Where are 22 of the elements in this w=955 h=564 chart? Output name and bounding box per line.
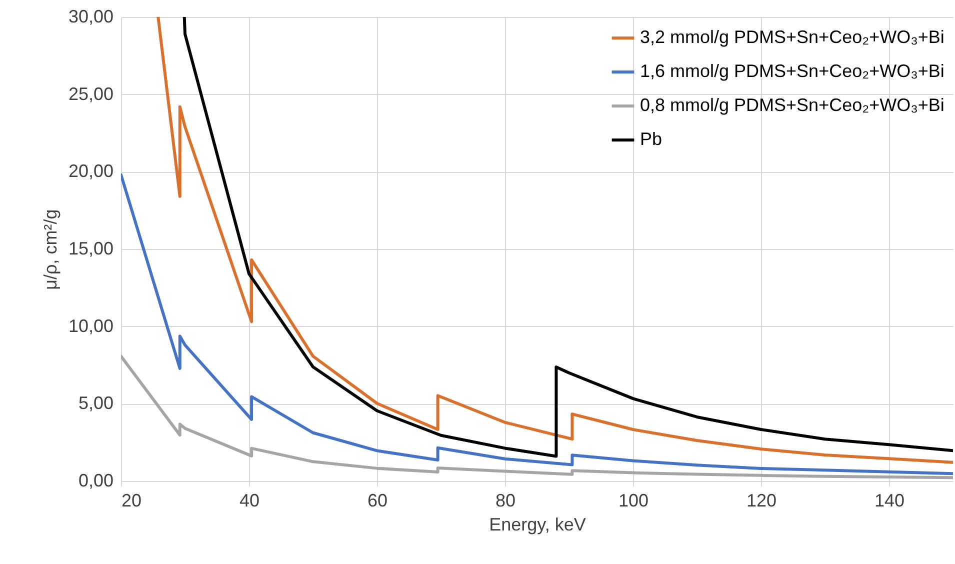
x-tick-label: 140 — [874, 490, 905, 510]
legend-label: 0,8 mmol/g PDMS+Sn+Ceo₂+WO₃+Bi — [640, 95, 944, 115]
legend-label: Pb — [640, 129, 662, 149]
y-tick-label: 10,00 — [68, 316, 114, 336]
x-tick-label: 100 — [618, 490, 649, 510]
line-series — [121, 173, 953, 476]
x-axis-title: Energy, keV — [489, 514, 586, 534]
y-tick-label: 0,00 — [78, 470, 114, 490]
y-tick-label: 15,00 — [68, 238, 114, 258]
x-tick-label: 20 — [122, 490, 142, 510]
x-tick-label: 120 — [746, 490, 777, 510]
line-series — [121, 354, 953, 480]
y-tick-label: 20,00 — [68, 161, 114, 182]
x-tick-label: 80 — [495, 490, 516, 510]
y-axis-title: μ/ρ, cm²/g — [40, 209, 60, 290]
y-tick-label: 30,00 — [68, 6, 114, 26]
y-tick-label: 5,00 — [78, 393, 114, 414]
y-tick-label: 25,00 — [68, 84, 114, 104]
legend-label: 3,2 mmol/g PDMS+Sn+Ceo₂+WO₃+Bi — [640, 27, 944, 47]
x-tick-label: 40 — [239, 490, 260, 510]
x-tick-label: 60 — [367, 490, 388, 510]
legend-label: 1,6 mmol/g PDMS+Sn+Ceo₂+WO₃+Bi — [640, 61, 944, 81]
